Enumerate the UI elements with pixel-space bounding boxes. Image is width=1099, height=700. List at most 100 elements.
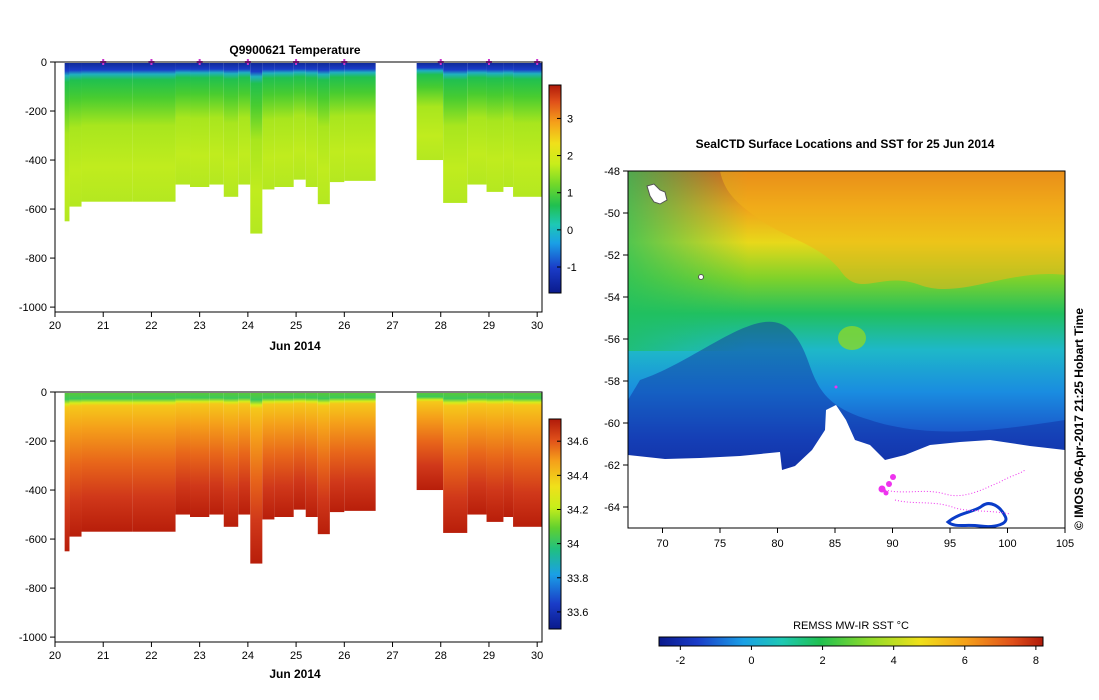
temperature-axes: 20 21 22 23 24 25 26 27 28 29 30 0 -200 -400 -600 -800 -… <box>19 57 543 332</box>
salinity-xlabel: Jun 2014 <box>269 667 321 681</box>
temperature-profile <box>305 63 318 187</box>
temperature-profile <box>486 63 504 192</box>
y-tick-label: -1000 <box>19 632 47 644</box>
colorbar-tick-label: 1 <box>567 188 573 200</box>
map-y-tick-label: -54 <box>604 292 620 304</box>
salinity-profile <box>503 393 514 517</box>
kerguelen-island <box>646 183 704 280</box>
temperature-profile <box>238 63 251 185</box>
colorbar-tick-label: 3 <box>567 113 573 125</box>
y-tick-label: 0 <box>41 387 47 399</box>
y-tick-label: -400 <box>25 155 47 167</box>
salinity-profiles <box>64 393 542 564</box>
colorbar-tick-label: 34.6 <box>567 436 588 448</box>
temperature-profile <box>175 63 191 185</box>
x-tick-label: 26 <box>338 320 350 332</box>
temperature-xlabel: Jun 2014 <box>269 339 321 353</box>
salinity-profile <box>293 393 306 510</box>
x-tick-label: 22 <box>145 650 157 662</box>
x-tick-label: 20 <box>49 320 61 332</box>
salinity-plot-frame <box>54 391 543 643</box>
x-tick-label: 25 <box>290 650 302 662</box>
map-x-tick-label: 95 <box>944 538 956 550</box>
sst-colorbar-tick-label: -2 <box>675 655 685 667</box>
salinity-profile <box>416 393 444 491</box>
temperature-profile <box>443 63 468 203</box>
sst-colorbar-tick-label: 4 <box>891 655 897 667</box>
sst-field <box>628 171 1065 528</box>
x-tick-label: 24 <box>242 320 254 332</box>
colorbar-tick-label: 34 <box>567 539 579 551</box>
map-axes: 70 75 80 85 90 95 100 105 -48 -50 -52 -54 -56 -58 -60 -… <box>604 166 1074 550</box>
y-tick-label: -400 <box>25 485 47 497</box>
x-tick-label: 21 <box>97 320 109 332</box>
temperature-profile <box>503 63 514 187</box>
temperature-panel: Q9900621 Temperature 20 21 22 23 24 25 26 27 28 2… <box>19 43 577 353</box>
x-tick-label: 23 <box>194 650 206 662</box>
map-y-tick-label: -64 <box>604 502 620 514</box>
sst-colorbar-ticks: -2 0 2 4 6 8 <box>675 646 1039 667</box>
temperature-colorbar-ticks: 3 2 1 0 -1 <box>557 113 577 274</box>
colorbar-tick-label: 2 <box>567 151 573 163</box>
imos-credit: © IMOS 06-Apr-2017 21:25 Hobart Time <box>1072 308 1086 530</box>
salinity-profile <box>305 393 318 517</box>
sst-colorbar-tick-label: 2 <box>819 655 825 667</box>
temperature-profile <box>317 63 330 205</box>
salinity-colorbar-ticks: 34.6 34.4 34.2 34 33.8 33.6 <box>557 436 588 619</box>
sst-map-panel: SealCTD Surface Locations and SST for 25… <box>604 137 1086 667</box>
salinity-profile <box>262 393 275 520</box>
salinity-profile <box>317 393 330 535</box>
sst-colorbar <box>658 636 1044 647</box>
x-tick-label: 30 <box>531 320 543 332</box>
y-tick-label: -200 <box>25 436 47 448</box>
x-tick-label: 24 <box>242 650 254 662</box>
y-tick-label: -1000 <box>19 302 47 314</box>
temperature-profile <box>69 63 82 207</box>
salinity-profile <box>69 393 82 537</box>
map-y-tick-label: -50 <box>604 208 620 220</box>
map-title: SealCTD Surface Locations and SST for 25… <box>696 137 995 151</box>
x-tick-label: 22 <box>145 320 157 332</box>
colorbar-tick-label: -1 <box>567 262 577 274</box>
temperature-profile <box>250 63 263 234</box>
colorbar-tick-label: 0 <box>567 225 573 237</box>
x-tick-label: 21 <box>97 650 109 662</box>
map-x-tick-label: 100 <box>998 538 1016 550</box>
salinity-profile <box>467 393 487 515</box>
salinity-profile <box>513 393 542 527</box>
y-tick-label: -200 <box>25 106 47 118</box>
salinity-profile <box>132 393 176 532</box>
map-x-tick-label: 105 <box>1056 538 1074 550</box>
temperature-profile <box>274 63 294 187</box>
map-frame <box>627 170 1066 529</box>
map-y-tick-label: -48 <box>604 166 620 178</box>
temperature-profile <box>132 63 176 202</box>
sst-colorbar-tick-label: 6 <box>962 655 968 667</box>
temperature-profile <box>344 63 376 181</box>
y-tick-label: -800 <box>25 583 47 595</box>
x-tick-label: 23 <box>194 320 206 332</box>
temperature-profile <box>64 63 70 222</box>
y-tick-label: 0 <box>41 57 47 69</box>
x-tick-label: 26 <box>338 650 350 662</box>
map-y-tick-label: -56 <box>604 334 620 346</box>
seal-track-south <box>894 499 1011 515</box>
x-tick-label: 27 <box>386 320 398 332</box>
temperature-profile <box>81 63 133 202</box>
seal-track-east <box>884 469 1026 496</box>
sst-eddy <box>838 326 866 350</box>
coastline-ice <box>945 502 1008 528</box>
salinity-profile <box>175 393 191 515</box>
salinity-profile <box>250 393 263 564</box>
y-tick-label: -600 <box>25 534 47 546</box>
salinity-profile <box>443 393 468 533</box>
map-x-tick-label: 70 <box>656 538 668 550</box>
salinity-panel: 20 21 22 23 24 25 26 27 28 29 30 0 -200 -400 -600 -800 -… <box>19 387 589 681</box>
sst-colorbar-tick-label: 0 <box>748 655 754 667</box>
temperature-profile <box>416 63 444 161</box>
map-x-tick-label: 85 <box>829 538 841 550</box>
map-y-tick-label: -62 <box>604 460 620 472</box>
colorbar-tick-label: 34.2 <box>567 504 588 516</box>
x-tick-label: 30 <box>531 650 543 662</box>
